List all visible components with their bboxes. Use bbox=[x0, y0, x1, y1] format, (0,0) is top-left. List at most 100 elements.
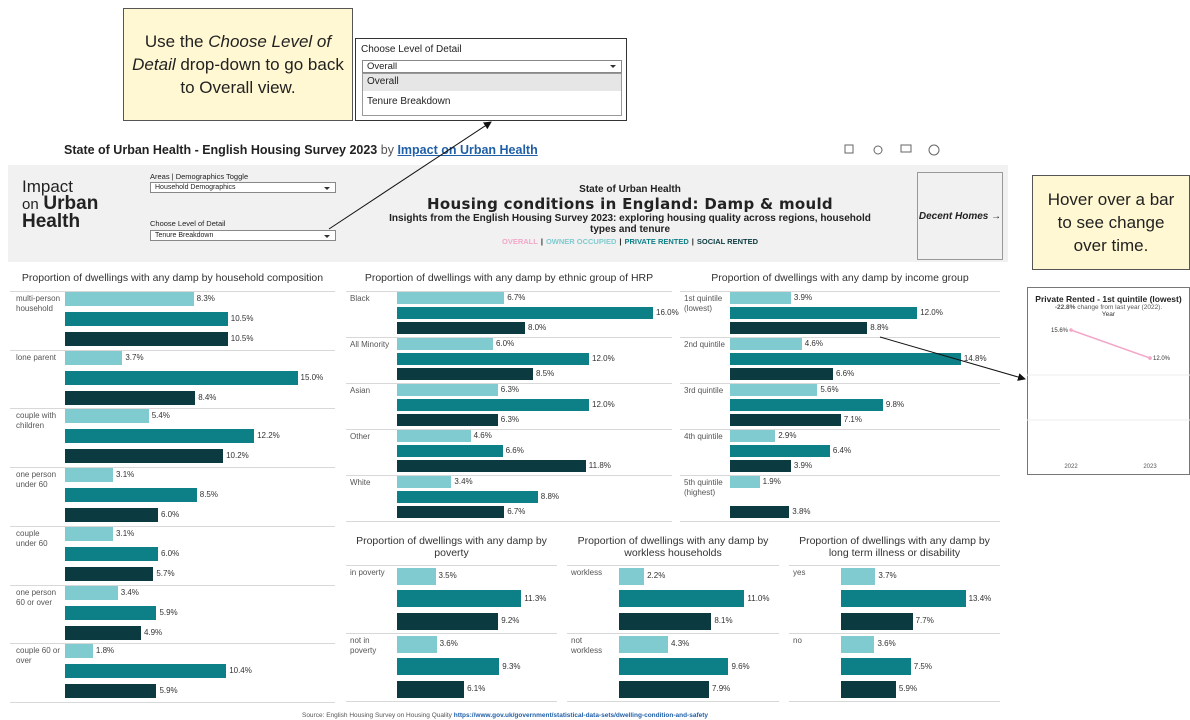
legend-item[interactable]: PRIVATE RENTED bbox=[624, 237, 689, 246]
bar[interactable] bbox=[65, 468, 114, 483]
bar[interactable] bbox=[730, 292, 791, 304]
row-divider bbox=[10, 701, 335, 703]
icon-download[interactable] bbox=[900, 144, 912, 153]
bar[interactable] bbox=[65, 350, 123, 365]
bar[interactable] bbox=[730, 322, 868, 334]
bar[interactable] bbox=[397, 384, 498, 396]
bar[interactable] bbox=[841, 612, 913, 630]
bar[interactable] bbox=[397, 430, 471, 442]
category-label: Other bbox=[350, 432, 371, 441]
bar[interactable] bbox=[730, 338, 802, 350]
dropdown-option[interactable]: Overall bbox=[363, 74, 621, 91]
bar[interactable] bbox=[730, 399, 883, 411]
bar[interactable] bbox=[841, 635, 875, 653]
main-title: Housing conditions in England: Damp & mo… bbox=[427, 195, 833, 213]
bar[interactable] bbox=[730, 368, 833, 380]
bar[interactable] bbox=[397, 338, 493, 350]
category-label: All Minority bbox=[350, 340, 390, 349]
value-label: 7.5% bbox=[913, 661, 932, 671]
bar[interactable] bbox=[397, 322, 525, 334]
bar[interactable] bbox=[730, 414, 841, 426]
bar[interactable] bbox=[730, 307, 918, 319]
legend-item[interactable]: OVERALL bbox=[501, 237, 538, 246]
control-select[interactable]: Household Demographics bbox=[150, 182, 336, 193]
bar[interactable] bbox=[397, 506, 505, 518]
bar[interactable] bbox=[65, 585, 118, 600]
bar[interactable] bbox=[619, 635, 669, 653]
author-link[interactable]: Impact on Urban Health bbox=[397, 143, 538, 157]
bar[interactable] bbox=[397, 635, 437, 653]
bar[interactable] bbox=[397, 590, 522, 607]
value-label: 6.1% bbox=[467, 684, 486, 693]
bar[interactable] bbox=[397, 460, 586, 472]
bar[interactable] bbox=[397, 567, 436, 585]
bar[interactable] bbox=[65, 332, 228, 346]
value-label: 5.7% bbox=[156, 568, 175, 578]
bar[interactable] bbox=[841, 590, 966, 607]
bar[interactable] bbox=[397, 476, 452, 488]
bar[interactable] bbox=[730, 445, 830, 457]
row-divider bbox=[346, 565, 557, 566]
bar[interactable] bbox=[65, 390, 196, 405]
bar[interactable] bbox=[397, 353, 589, 365]
control-select[interactable]: Tenure Breakdown bbox=[150, 230, 336, 241]
bar[interactable] bbox=[730, 506, 790, 518]
bar[interactable] bbox=[65, 312, 228, 326]
value-label: 9.8% bbox=[885, 400, 905, 409]
value-label: 6.3% bbox=[500, 415, 520, 424]
icon-copy[interactable] bbox=[844, 144, 854, 154]
row-divider bbox=[346, 633, 557, 634]
legend-item[interactable]: OWNER OCCUPIED bbox=[545, 237, 617, 246]
bar[interactable] bbox=[65, 292, 194, 306]
bar[interactable] bbox=[841, 680, 896, 698]
dropdown-option[interactable]: Tenure Breakdown bbox=[367, 96, 451, 107]
category-label: yes bbox=[793, 568, 806, 577]
bar[interactable] bbox=[397, 307, 653, 319]
bar[interactable] bbox=[841, 567, 876, 585]
bar[interactable] bbox=[65, 526, 114, 541]
bar[interactable] bbox=[65, 566, 154, 581]
legend-item[interactable]: SOCIAL RENTED bbox=[696, 237, 759, 246]
bar[interactable] bbox=[730, 353, 961, 365]
value-label: 13.4% bbox=[968, 593, 992, 603]
category-label: one person under 60 bbox=[16, 470, 57, 490]
bar[interactable] bbox=[619, 590, 745, 607]
panel-title: Proportion of dwellings with any damp by… bbox=[711, 272, 969, 284]
decent-homes-button[interactable]: Decent Homes → bbox=[917, 172, 1003, 260]
bar[interactable] bbox=[65, 449, 224, 464]
bar[interactable] bbox=[619, 680, 710, 698]
bar[interactable] bbox=[65, 488, 197, 503]
value-label: 15.0% bbox=[300, 372, 324, 382]
bar[interactable] bbox=[65, 429, 255, 444]
bar[interactable] bbox=[397, 399, 589, 411]
bar[interactable] bbox=[730, 384, 818, 396]
bar[interactable] bbox=[397, 292, 505, 304]
bar[interactable] bbox=[730, 460, 791, 472]
bar[interactable] bbox=[397, 445, 503, 457]
bar[interactable] bbox=[730, 476, 760, 488]
icon-share[interactable] bbox=[873, 145, 883, 155]
bar[interactable] bbox=[619, 612, 712, 630]
bar[interactable] bbox=[397, 680, 465, 698]
bar[interactable] bbox=[397, 491, 538, 503]
bar[interactable] bbox=[730, 430, 776, 442]
bar[interactable] bbox=[841, 658, 911, 675]
bar[interactable] bbox=[397, 658, 500, 675]
bar[interactable] bbox=[397, 414, 498, 426]
bar[interactable] bbox=[65, 664, 227, 679]
bar[interactable] bbox=[65, 684, 157, 699]
bar[interactable] bbox=[65, 644, 93, 659]
bar[interactable] bbox=[65, 508, 158, 523]
bar[interactable] bbox=[65, 409, 149, 424]
bar[interactable] bbox=[619, 658, 729, 675]
bar[interactable] bbox=[619, 567, 645, 585]
bar[interactable] bbox=[65, 605, 157, 620]
bar[interactable] bbox=[65, 625, 141, 640]
bar[interactable] bbox=[397, 612, 499, 630]
footer-link[interactable]: https://www.gov.uk/government/statistica… bbox=[453, 712, 708, 719]
dropdown-select[interactable]: Overall bbox=[362, 60, 622, 73]
bar[interactable] bbox=[65, 370, 298, 385]
bar[interactable] bbox=[397, 368, 533, 380]
icon-info[interactable] bbox=[928, 144, 940, 156]
bar[interactable] bbox=[65, 546, 158, 561]
